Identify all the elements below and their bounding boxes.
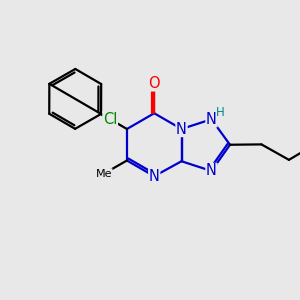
- Text: O: O: [148, 76, 160, 91]
- Text: N: N: [206, 164, 217, 178]
- Text: H: H: [215, 106, 224, 119]
- Text: Cl: Cl: [103, 112, 117, 127]
- Text: Me: Me: [95, 169, 112, 179]
- Text: N: N: [149, 169, 160, 184]
- Text: N: N: [176, 122, 187, 136]
- Text: N: N: [206, 112, 217, 127]
